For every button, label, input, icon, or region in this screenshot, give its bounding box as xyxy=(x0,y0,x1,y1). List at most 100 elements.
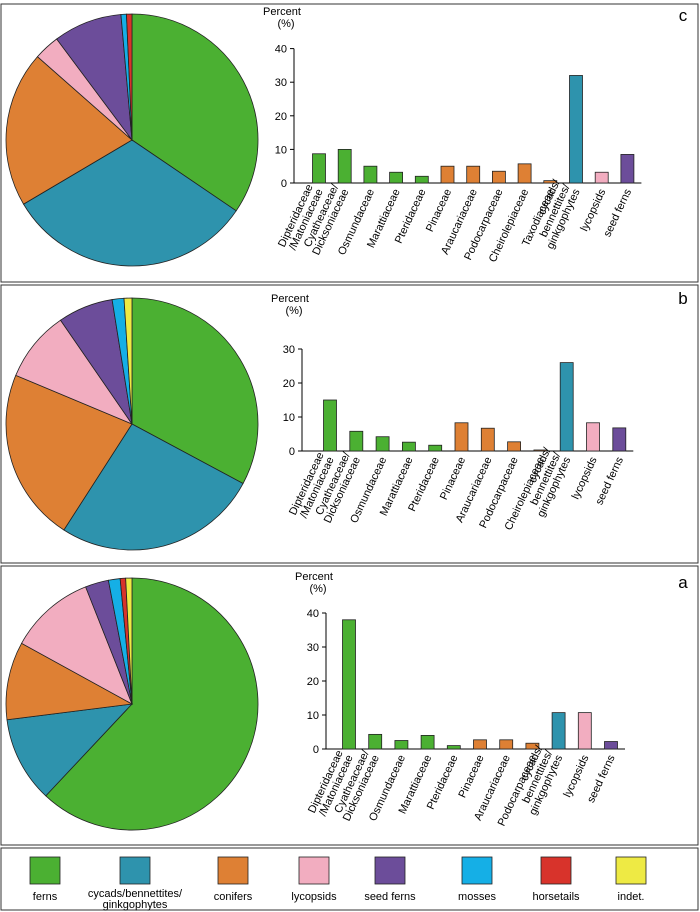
y-axis-unit: (%) xyxy=(285,305,302,317)
category-label: Pinaceae xyxy=(456,753,486,800)
legend-swatch-conifers xyxy=(217,856,249,885)
bar xyxy=(612,427,627,452)
legend-swatch-seed-ferns xyxy=(374,856,406,885)
panel-b: bPercent(%)0102030Dipteridaceae/Matoniac… xyxy=(0,284,699,564)
pie-slice-lycopsids xyxy=(21,586,133,705)
bar xyxy=(620,154,635,184)
pie-slice-ferns xyxy=(45,577,259,831)
panel-frame xyxy=(0,284,699,564)
bar xyxy=(473,739,487,750)
pie-slice-conifers xyxy=(5,374,133,531)
panel-frame xyxy=(0,565,699,846)
bar xyxy=(594,171,609,184)
y-tick-label: 20 xyxy=(307,676,319,688)
pie-slice-conifers xyxy=(5,56,133,205)
panel-label: a xyxy=(678,573,688,592)
y-axis-title: Percent xyxy=(263,6,301,18)
y-tick-label: 0 xyxy=(289,446,295,458)
panel-label: b xyxy=(678,289,687,308)
bar xyxy=(491,170,506,184)
bar xyxy=(389,171,404,184)
y-tick-label: 20 xyxy=(275,111,287,123)
bar xyxy=(533,449,548,452)
legend-swatch-ferns xyxy=(29,856,61,885)
legend-swatch-horsetails xyxy=(540,856,572,885)
bar xyxy=(551,712,566,750)
bar xyxy=(507,441,522,452)
bar-chart: Percent(%)010203040Dipteridaceae/Matonia… xyxy=(263,6,642,264)
legend-swatch-cycads xyxy=(119,856,151,885)
y-axis-title: Percent xyxy=(271,293,309,305)
bar xyxy=(446,745,461,750)
y-axis-unit: (%) xyxy=(309,583,326,595)
bar xyxy=(586,422,600,452)
category-label: Pinaceae xyxy=(438,455,468,502)
legend-swatch-indet xyxy=(615,856,647,885)
y-tick-label: 40 xyxy=(307,608,319,620)
bar xyxy=(525,742,540,750)
y-axis-unit: (%) xyxy=(277,18,294,30)
bar xyxy=(420,735,435,750)
pie-chart xyxy=(5,297,259,551)
bar xyxy=(517,163,532,184)
category-label: lycopsids xyxy=(562,753,592,800)
bar-chart: Percent(%)0102030Dipteridaceae/Matoniace… xyxy=(271,293,634,532)
bar xyxy=(349,430,364,452)
y-axis-title: Percent xyxy=(295,571,333,583)
bar-chart: Percent(%)010203040Dipteridaceae/Matonia… xyxy=(295,571,625,828)
y-tick-label: 0 xyxy=(281,178,287,190)
legend-label: ferns xyxy=(33,891,58,903)
legend-label: mosses xyxy=(458,891,496,903)
pie-slice-ferns xyxy=(131,13,259,212)
bar xyxy=(363,165,378,184)
pie-slice-cycads xyxy=(63,423,244,551)
y-tick-label: 0 xyxy=(313,744,319,756)
legend-label: ginkgophytes xyxy=(103,899,168,911)
legend-frame xyxy=(0,847,699,911)
legend-label: seed ferns xyxy=(364,891,416,903)
bar xyxy=(342,619,356,750)
bar xyxy=(499,739,514,750)
y-tick-label: 10 xyxy=(283,412,295,424)
bar xyxy=(428,444,443,452)
panel-label: c xyxy=(679,6,688,25)
bar xyxy=(401,441,416,452)
bar xyxy=(323,399,337,452)
legend-label: indet. xyxy=(618,891,645,903)
legend: ferns cycads/bennettites/ginkgophytes coni… xyxy=(0,847,699,911)
y-tick-label: 30 xyxy=(283,344,295,356)
pie-chart xyxy=(5,577,259,831)
legend-label: lycopsids xyxy=(291,891,337,903)
pie-slice-indet xyxy=(125,577,133,705)
bar xyxy=(375,436,390,452)
bar xyxy=(466,165,481,184)
bar xyxy=(337,148,352,184)
bar xyxy=(569,75,583,184)
bar xyxy=(559,362,574,452)
legend-label: conifers xyxy=(214,891,253,903)
legend-label: cycads/bennettites/ xyxy=(88,888,183,900)
pie-chart xyxy=(5,13,259,267)
pie-slice-indet xyxy=(123,297,133,425)
bar xyxy=(604,741,618,750)
bar xyxy=(440,165,455,184)
legend-swatch-mosses xyxy=(461,856,493,885)
panel-frame xyxy=(0,3,699,283)
pie-slice-ferns xyxy=(131,297,259,485)
bar xyxy=(543,180,558,184)
legend-label: horsetails xyxy=(532,891,580,903)
pie-slice-conifers xyxy=(5,642,134,721)
pie-slice-cycads xyxy=(6,703,134,797)
bar xyxy=(368,733,383,750)
y-tick-label: 30 xyxy=(275,77,287,89)
bar xyxy=(577,712,592,750)
bar xyxy=(394,740,409,750)
bar xyxy=(414,175,429,184)
bar xyxy=(454,422,469,452)
y-tick-label: 40 xyxy=(275,44,287,56)
panel-c: cPercent(%)010203040Dipteridaceae/Matoni… xyxy=(0,3,699,283)
y-tick-label: 10 xyxy=(307,710,319,722)
legend-swatch-lycopsids xyxy=(298,856,330,885)
bar xyxy=(312,153,326,184)
